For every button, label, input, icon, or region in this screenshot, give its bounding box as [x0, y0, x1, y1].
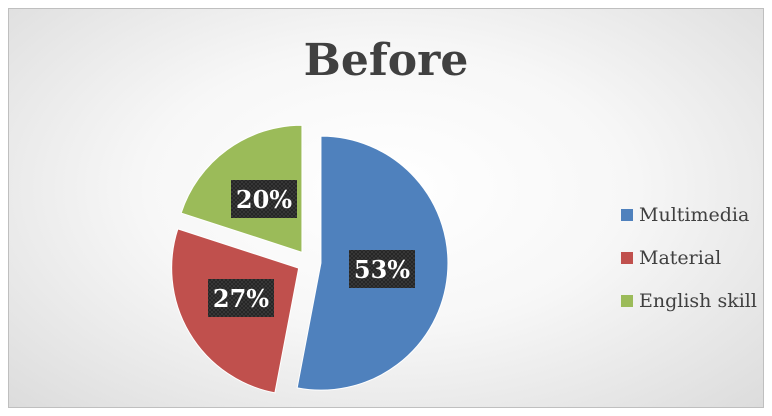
legend-label: Multimedia	[639, 203, 750, 226]
legend-label: English skill	[639, 289, 757, 312]
legend: Multimedia Material English skill	[621, 201, 757, 330]
data-label-english-skill: 20%	[231, 180, 297, 218]
legend-item-english-skill: English skill	[621, 287, 757, 314]
legend-swatch	[621, 208, 633, 221]
chart-frame: Before 53% 27% 20% Multimedia Material Engli…	[8, 8, 764, 408]
svg-text:27%: 27%	[213, 284, 269, 313]
legend-swatch	[621, 294, 633, 307]
pie-chart: 53% 27% 20%	[171, 124, 449, 394]
svg-text:20%: 20%	[236, 185, 292, 214]
data-label-material: 27%	[208, 279, 274, 317]
legend-item-multimedia: Multimedia	[621, 201, 757, 228]
data-label-multimedia: 53%	[349, 250, 415, 288]
chart-title: Before	[303, 35, 469, 86]
legend-item-material: Material	[621, 244, 757, 271]
legend-label: Material	[639, 246, 722, 269]
legend-swatch	[621, 251, 633, 264]
svg-text:53%: 53%	[354, 255, 410, 284]
